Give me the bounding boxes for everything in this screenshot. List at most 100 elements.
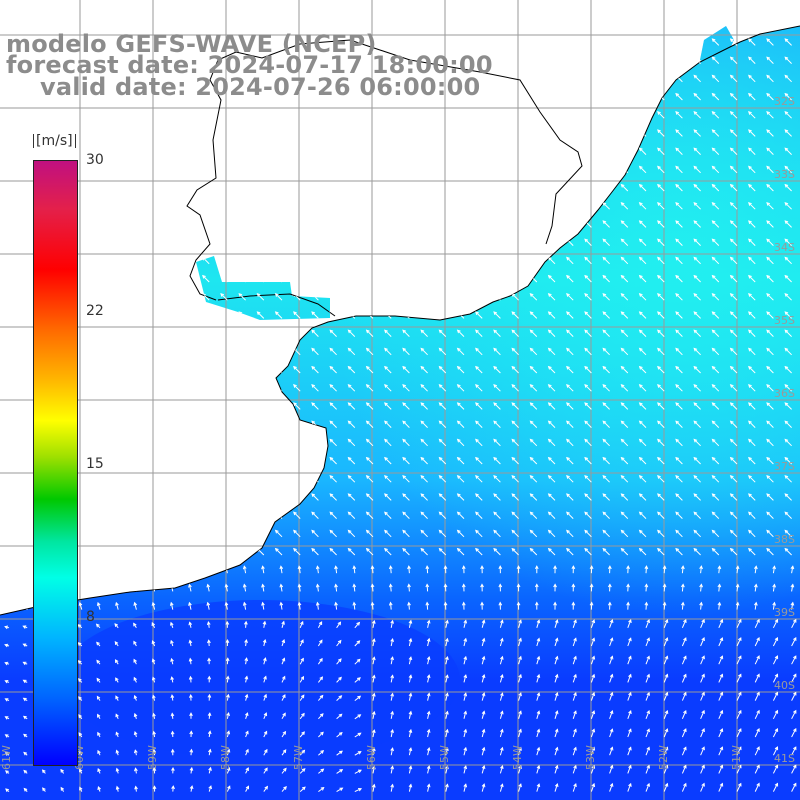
wind-arrow-head — [518, 637, 522, 642]
wind-arrow-head — [748, 511, 752, 516]
wind-arrow — [463, 784, 467, 792]
wind-arrow-head — [339, 769, 344, 773]
wind-arrow — [693, 493, 701, 501]
wind-arrow-head — [729, 456, 734, 461]
wind-arrow-head — [602, 347, 607, 352]
wind-arrow-head — [711, 384, 716, 388]
wind-arrow — [609, 692, 613, 701]
wind-arrow-head — [370, 583, 375, 588]
wind-arrow — [348, 329, 356, 337]
wind-arrow — [439, 475, 447, 483]
wind-arrow-head — [738, 637, 742, 641]
wind-arrow-head — [566, 293, 570, 297]
wind-arrow — [366, 493, 374, 501]
wind-arrow-head — [23, 769, 28, 774]
wind-arrow — [681, 566, 684, 574]
wind-arrow-head — [493, 329, 498, 334]
wind-arrow — [621, 420, 629, 428]
wind-arrow — [748, 348, 756, 356]
wind-arrow-head — [225, 639, 230, 644]
wind-arrow-head — [256, 293, 261, 297]
wind-arrow-head — [609, 746, 614, 751]
wind-arrow — [784, 530, 792, 538]
wind-arrow-head — [226, 730, 231, 735]
wind-arrow-head — [675, 202, 680, 206]
wind-arrow — [730, 475, 738, 483]
wind-arrow-head — [463, 692, 468, 697]
wind-arrow — [645, 729, 650, 738]
wind-arrow-head — [664, 728, 669, 733]
wind-arrow — [693, 238, 701, 246]
wind-arrow-head — [602, 220, 607, 225]
wind-arrow — [772, 783, 778, 792]
wind-arrow-head — [77, 678, 82, 682]
wind-arrow — [609, 783, 613, 792]
wind-arrow-head — [566, 475, 570, 479]
wind-arrow-head — [529, 420, 534, 425]
wind-arrow — [693, 184, 701, 192]
wind-arrow-head — [738, 655, 742, 660]
wind-arrow-head — [536, 619, 541, 624]
wind-arrow-head — [602, 438, 607, 443]
wind-arrow — [712, 147, 720, 155]
wind-arrow — [584, 384, 592, 392]
wind-arrow — [511, 402, 519, 410]
wind-arrow-head — [357, 751, 362, 755]
wind-arrow-head — [456, 547, 461, 552]
wind-arrow — [293, 366, 301, 374]
wind-arrow-head — [784, 311, 789, 316]
wind-arrow-head — [573, 673, 577, 678]
wind-arrow — [681, 619, 687, 628]
wind-arrow — [602, 457, 610, 465]
wind-arrow-head — [529, 311, 534, 316]
wind-arrow — [408, 566, 410, 574]
wind-arrow-head — [711, 402, 716, 407]
wind-arrow-head — [23, 751, 28, 756]
wind-arrow-head — [408, 619, 413, 624]
wind-arrow-head — [347, 456, 352, 461]
wind-arrow-head — [573, 710, 577, 715]
wind-arrow — [366, 530, 374, 538]
wind-arrow — [681, 747, 687, 756]
wind-arrow-head — [646, 619, 650, 623]
wind-arrow-head — [384, 493, 388, 498]
wind-arrow-head — [79, 768, 83, 773]
wind-arrow-head — [566, 511, 570, 516]
wind-arrow-head — [774, 618, 779, 623]
wind-arrow-head — [347, 402, 352, 407]
wind-arrow — [572, 620, 577, 628]
wind-arrow — [663, 674, 668, 683]
wind-arrow-head — [748, 493, 752, 498]
wind-arrow-head — [97, 749, 101, 754]
wind-arrow — [772, 602, 775, 610]
wind-arrow-head — [790, 583, 795, 588]
wind-arrow — [730, 56, 738, 64]
wind-arrow-head — [356, 658, 361, 663]
wind-arrow — [712, 493, 720, 501]
wind-arrow — [499, 765, 503, 774]
wind-arrow — [784, 548, 792, 556]
wind-arrow-head — [609, 710, 614, 715]
wind-arrow — [493, 511, 501, 519]
wind-arrow-head — [329, 547, 334, 552]
wind-arrow — [536, 656, 540, 665]
wind-arrow-head — [461, 601, 466, 606]
wind-arrow-head — [748, 438, 752, 443]
wind-arrow — [554, 747, 558, 756]
wind-arrow-head — [402, 511, 407, 516]
wind-arrow-head — [261, 583, 265, 588]
wind-arrow-head — [256, 311, 261, 316]
wind-arrow-head — [456, 365, 461, 370]
wind-arrow — [645, 656, 650, 665]
wind-arrow — [712, 366, 720, 374]
wind-arrow-head — [337, 639, 342, 644]
wind-arrow — [609, 674, 613, 683]
wind-arrow — [621, 366, 629, 374]
wind-arrow-head — [554, 637, 559, 642]
wind-arrow-head — [620, 511, 625, 516]
wind-arrow — [463, 765, 467, 774]
wind-arrow-head — [609, 673, 614, 678]
wind-arrow-head — [657, 384, 661, 388]
wind-arrow-head — [372, 747, 376, 752]
wind-arrow — [657, 238, 665, 246]
